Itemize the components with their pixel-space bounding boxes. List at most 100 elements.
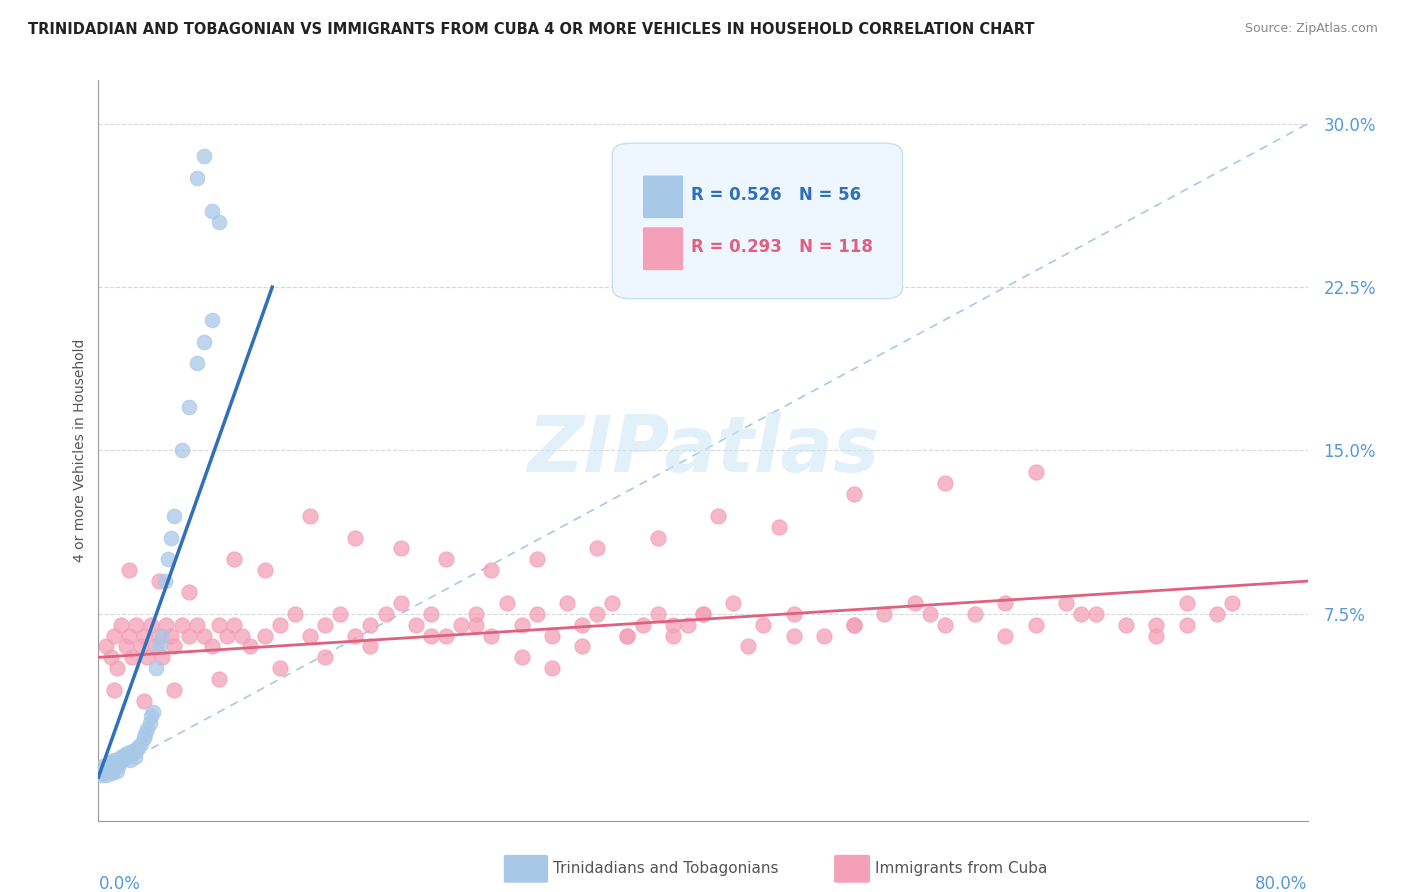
Point bbox=[661, 629, 683, 643]
Point bbox=[314, 650, 336, 665]
Point bbox=[148, 629, 170, 643]
Point bbox=[118, 748, 141, 763]
Point bbox=[163, 640, 186, 654]
Point bbox=[129, 738, 152, 752]
Point bbox=[329, 607, 352, 621]
Point bbox=[150, 650, 173, 665]
Point bbox=[91, 765, 114, 780]
Point bbox=[481, 629, 503, 643]
Point bbox=[813, 629, 835, 643]
Point bbox=[465, 607, 488, 621]
Point bbox=[1220, 596, 1243, 610]
Point bbox=[208, 617, 231, 632]
Point bbox=[107, 759, 129, 773]
Point bbox=[170, 617, 193, 632]
Point bbox=[215, 629, 238, 643]
Point bbox=[135, 650, 157, 665]
Point bbox=[253, 629, 276, 643]
Point bbox=[193, 629, 215, 643]
Point bbox=[186, 617, 208, 632]
Point bbox=[108, 755, 131, 769]
Point bbox=[434, 552, 457, 566]
Point bbox=[844, 617, 866, 632]
Point bbox=[661, 617, 683, 632]
Point bbox=[434, 629, 457, 643]
Point bbox=[783, 629, 806, 643]
Point bbox=[360, 617, 382, 632]
Point bbox=[201, 203, 224, 218]
Point bbox=[904, 596, 927, 610]
Point bbox=[163, 508, 186, 523]
Point bbox=[104, 759, 127, 773]
Point bbox=[120, 753, 142, 767]
Point bbox=[118, 563, 141, 577]
Point bbox=[160, 629, 183, 643]
Point bbox=[526, 607, 548, 621]
Point bbox=[193, 334, 215, 349]
Point bbox=[269, 617, 291, 632]
Point bbox=[101, 765, 124, 780]
Point bbox=[103, 683, 125, 698]
Point bbox=[314, 617, 336, 632]
Point bbox=[104, 755, 127, 769]
Point bbox=[125, 744, 148, 758]
Point bbox=[374, 607, 396, 621]
Point bbox=[510, 617, 533, 632]
Point bbox=[208, 672, 231, 686]
Point bbox=[389, 541, 412, 556]
Point bbox=[616, 629, 638, 643]
Point bbox=[405, 617, 427, 632]
Point bbox=[934, 476, 956, 491]
Point bbox=[586, 607, 609, 621]
Point bbox=[139, 715, 162, 730]
Point bbox=[231, 629, 253, 643]
Point bbox=[114, 750, 136, 764]
Point bbox=[555, 596, 578, 610]
Point bbox=[115, 746, 138, 760]
Point bbox=[239, 640, 262, 654]
Point bbox=[110, 750, 132, 764]
Point bbox=[134, 726, 156, 740]
Point bbox=[125, 617, 148, 632]
Point bbox=[1024, 617, 1046, 632]
Point bbox=[101, 764, 124, 778]
Point bbox=[98, 757, 121, 772]
Point bbox=[934, 617, 956, 632]
Text: 0.0%: 0.0% bbox=[98, 875, 141, 892]
Point bbox=[105, 661, 128, 675]
Point bbox=[647, 607, 669, 621]
Point bbox=[208, 215, 231, 229]
Point bbox=[98, 761, 121, 775]
FancyBboxPatch shape bbox=[643, 175, 683, 219]
Point bbox=[420, 629, 443, 643]
Point bbox=[571, 617, 593, 632]
Point bbox=[193, 149, 215, 163]
Point bbox=[201, 640, 224, 654]
Point bbox=[510, 650, 533, 665]
Point bbox=[1144, 617, 1167, 632]
Point bbox=[1175, 596, 1198, 610]
Point bbox=[94, 768, 117, 782]
Point bbox=[132, 731, 155, 745]
Point bbox=[201, 313, 224, 327]
Point bbox=[526, 552, 548, 566]
Point bbox=[1085, 607, 1108, 621]
Point bbox=[179, 629, 201, 643]
Point bbox=[127, 739, 149, 754]
Point bbox=[844, 487, 866, 501]
Point bbox=[540, 629, 562, 643]
Point bbox=[112, 748, 135, 763]
Point bbox=[170, 443, 193, 458]
Point bbox=[783, 607, 806, 621]
Point bbox=[110, 617, 132, 632]
Point bbox=[465, 617, 488, 632]
Point bbox=[141, 617, 163, 632]
Point bbox=[616, 629, 638, 643]
Point bbox=[121, 744, 143, 758]
Point bbox=[124, 750, 146, 764]
Text: Immigrants from Cuba: Immigrants from Cuba bbox=[875, 862, 1047, 876]
Point bbox=[994, 596, 1017, 610]
Point bbox=[100, 755, 122, 769]
Point bbox=[163, 683, 186, 698]
Point bbox=[132, 629, 155, 643]
